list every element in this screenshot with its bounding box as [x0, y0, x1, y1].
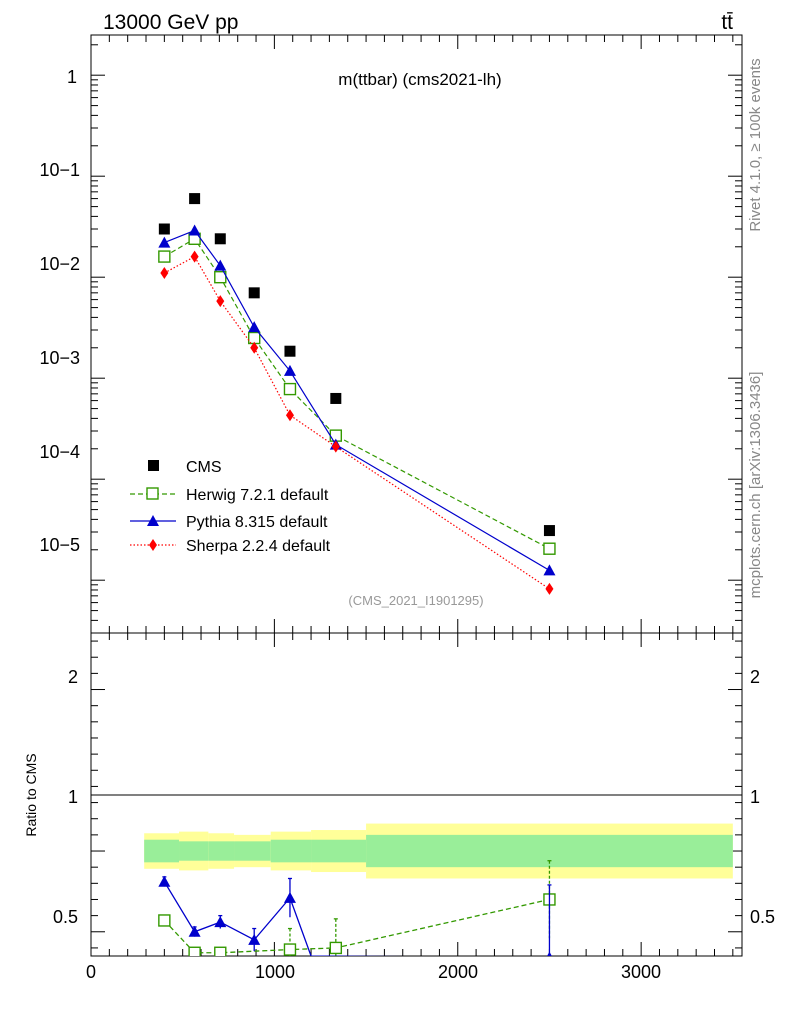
ratio-band-inner-1 — [179, 841, 209, 861]
x-tick-label-0: 0 — [86, 962, 96, 982]
data-point-pythia-3 — [248, 321, 261, 333]
y-tick-label-1e-5: 10−5 — [39, 535, 80, 555]
y-tick-label-1e-2: 10−2 — [39, 254, 80, 274]
header-process-label: tt̄ — [721, 11, 733, 34]
ratio-y-tick-label-1-left: 1 — [68, 787, 78, 807]
data-point-pythia-0 — [158, 236, 171, 248]
y-tick-label-1e-3: 10−3 — [39, 348, 80, 368]
data-point-cms-3 — [248, 287, 260, 299]
legend-marker-cms — [148, 460, 159, 471]
data-point-pythia-1 — [188, 224, 201, 236]
data-point-herwig-0 — [158, 250, 171, 263]
ratio-point-herwig-3 — [283, 943, 297, 956]
legend-label-cms: CMS — [186, 459, 222, 476]
data-point-sherpa-6 — [545, 582, 554, 595]
data-point-sherpa-1 — [190, 250, 199, 263]
legend-label-sherpa: Sherpa 2.2.4 default — [186, 538, 331, 555]
analysis-tag: (CMS_2021_I1901295) — [348, 593, 483, 608]
ratio-band-inner-3 — [234, 841, 271, 861]
y-tick-label-1e-4: 10−4 — [39, 442, 80, 462]
legend-marker-pythia — [147, 515, 159, 526]
ratio-point-pythia-6 — [547, 951, 552, 956]
ratio-point-herwig-2 — [214, 946, 227, 956]
ratio-point-pythia-1 — [188, 925, 201, 937]
data-point-cms-2 — [214, 233, 226, 245]
x-tick-label-1000: 1000 — [255, 962, 295, 982]
ratio-point-herwig-0 — [158, 914, 171, 927]
ratio-clip-group — [158, 860, 556, 956]
ratio-y-tick-label-2-left: 2 — [68, 667, 78, 687]
data-point-cms-6 — [543, 525, 555, 537]
y-tick-label-1: 1 — [67, 67, 77, 87]
legend-label-herwig: Herwig 7.2.1 default — [186, 487, 329, 504]
data-point-cms-0 — [158, 223, 170, 235]
main-series-layer — [158, 193, 556, 595]
ratio-y-tick-label-0.5-left: 0.5 — [53, 907, 78, 927]
data-point-cms-1 — [189, 193, 201, 205]
data-point-sherpa-4 — [285, 409, 294, 422]
ratio-band-inner-2 — [208, 841, 235, 861]
ratio-point-herwig-1 — [188, 946, 201, 956]
data-point-herwig-2 — [214, 270, 227, 284]
data-point-cms-5 — [330, 392, 342, 404]
ratio-point-pythia-3 — [248, 933, 261, 945]
ratio-y-tick-label-1-right: 1 — [750, 787, 760, 807]
legend-label-pythia: Pythia 8.315 default — [186, 514, 328, 531]
ratio-y-tick-label-2-right: 2 — [750, 667, 760, 687]
data-point-sherpa-3 — [250, 341, 259, 354]
data-point-pythia-4 — [283, 364, 296, 376]
ratio-point-pythia-0 — [158, 875, 171, 887]
main-axis-ticks — [90, 35, 742, 634]
data-point-cms-4 — [284, 345, 296, 357]
ratio-band-inner-5 — [311, 839, 367, 863]
data-point-sherpa-2 — [216, 295, 225, 308]
data-point-herwig-6 — [543, 542, 556, 555]
mcplots-reference-label: mcplots.cern.ch [arXiv:1306.3436] — [747, 372, 764, 599]
ratio-band-inner-4 — [270, 839, 312, 863]
legend-marker-sherpa — [149, 539, 157, 551]
data-point-sherpa-5 — [331, 440, 340, 453]
y-tick-label-1e-1: 10−1 — [39, 160, 80, 180]
ratio-point-pythia-2 — [214, 916, 227, 928]
ratio-uncertainty-bands — [144, 823, 733, 879]
ratio-y-tick-label-0.5-right: 0.5 — [750, 907, 775, 927]
legend: CMS Herwig 7.2.1 default Pythia 8.315 de… — [130, 459, 331, 555]
ratio-band-inner-0 — [144, 839, 180, 863]
legend-marker-herwig — [146, 487, 159, 500]
ratio-y-axis-title: Ratio to CMS — [23, 753, 39, 836]
chart-title: m(ttbar) (cms2021-lh) — [338, 70, 501, 89]
ratio-point-pythia-4 — [283, 891, 296, 903]
data-point-sherpa-0 — [160, 267, 169, 280]
header-energy-label: 13000 GeV pp — [103, 11, 238, 34]
data-point-pythia-2 — [214, 259, 227, 271]
ratio-point-herwig-4 — [329, 941, 343, 955]
rivet-version-label: Rivet 4.1.0, ≥ 100k events — [747, 58, 764, 231]
data-point-pythia-6 — [543, 564, 556, 576]
data-point-herwig-4 — [283, 382, 297, 396]
ratio-series-layer — [158, 860, 556, 956]
x-tick-label-3000: 3000 — [621, 962, 661, 982]
x-tick-label-2000: 2000 — [438, 962, 478, 982]
